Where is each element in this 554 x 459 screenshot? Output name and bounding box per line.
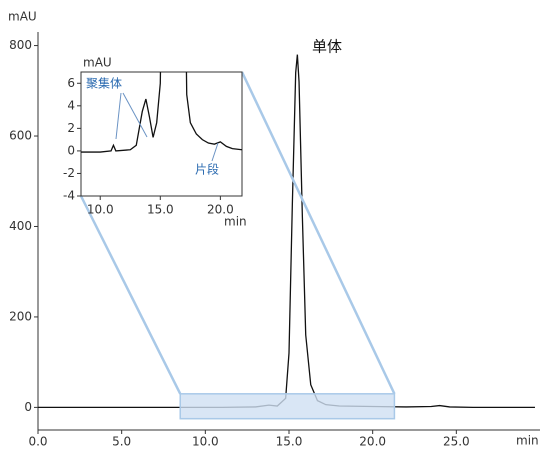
x-tick-label: 25.0 (443, 435, 470, 449)
y-tick-label: 4 (67, 98, 75, 112)
x-axis-label: min (224, 215, 247, 229)
x-tick-label: 5.0 (112, 435, 131, 449)
y-axis-label: mAU (83, 56, 112, 70)
pointer (115, 92, 122, 140)
pointer (211, 142, 219, 162)
connector (79, 195, 182, 395)
trace (81, 72, 242, 153)
x-tick-label: 20.0 (359, 435, 386, 449)
y-tick-label: -2 (63, 166, 75, 180)
y-tick-label: 400 (9, 219, 32, 233)
y-tick-label: 0 (24, 400, 32, 414)
highlight-box (179, 393, 396, 420)
x-tick-label: 0.0 (28, 435, 47, 449)
y-tick-label: 800 (9, 38, 32, 52)
inset-background (81, 72, 242, 196)
x-axis-label: min (516, 434, 539, 448)
connector (240, 71, 396, 395)
annotation: 片段 (195, 162, 219, 177)
y-axis-label: mAU (8, 10, 37, 24)
inset-frame (80, 71, 243, 197)
x-tick-label: 20.0 (207, 203, 234, 217)
y-tick-label: 0 (67, 143, 75, 157)
x-tick-label: 10.0 (192, 435, 219, 449)
x-tick-label: 10.0 (87, 203, 114, 217)
y-tick-label: -4 (63, 189, 75, 203)
y-tick-label: 600 (9, 129, 32, 143)
x-tick-label: 15.0 (276, 435, 303, 449)
annotation: 单体 (312, 38, 342, 56)
y-tick-label: 200 (9, 309, 32, 323)
plot-area (81, 72, 242, 153)
y-tick-label: 6 (67, 76, 75, 90)
x-tick-label: 15.0 (147, 203, 174, 217)
annotation: 聚集体 (86, 76, 122, 91)
y-tick-label: 2 (67, 121, 75, 135)
pointer (122, 92, 148, 138)
